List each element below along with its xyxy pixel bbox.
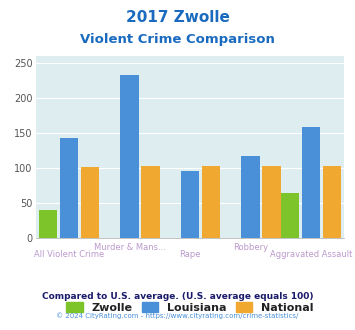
Bar <box>81 167 99 238</box>
Text: Compared to U.S. average. (U.S. average equals 100): Compared to U.S. average. (U.S. average … <box>42 292 313 301</box>
Legend: Zwolle, Louisiana, National: Zwolle, Louisiana, National <box>62 298 318 317</box>
Bar <box>181 171 199 238</box>
Text: 2017 Zwolle: 2017 Zwolle <box>126 10 229 25</box>
Text: Murder & Mans...: Murder & Mans... <box>94 243 165 252</box>
Bar <box>202 166 220 238</box>
Bar <box>280 193 299 238</box>
Bar <box>241 156 260 238</box>
Bar <box>262 166 280 238</box>
Bar <box>141 166 160 238</box>
Bar <box>120 75 139 238</box>
Bar <box>60 138 78 238</box>
Text: Rape: Rape <box>179 250 201 259</box>
Text: Violent Crime Comparison: Violent Crime Comparison <box>80 33 275 46</box>
Bar <box>323 166 341 238</box>
Text: Robbery: Robbery <box>233 243 268 252</box>
Bar <box>39 210 57 238</box>
Text: Aggravated Assault: Aggravated Assault <box>269 250 352 259</box>
Text: All Violent Crime: All Violent Crime <box>34 250 104 259</box>
Bar <box>301 127 320 238</box>
Text: © 2024 CityRating.com - https://www.cityrating.com/crime-statistics/: © 2024 CityRating.com - https://www.city… <box>56 312 299 318</box>
